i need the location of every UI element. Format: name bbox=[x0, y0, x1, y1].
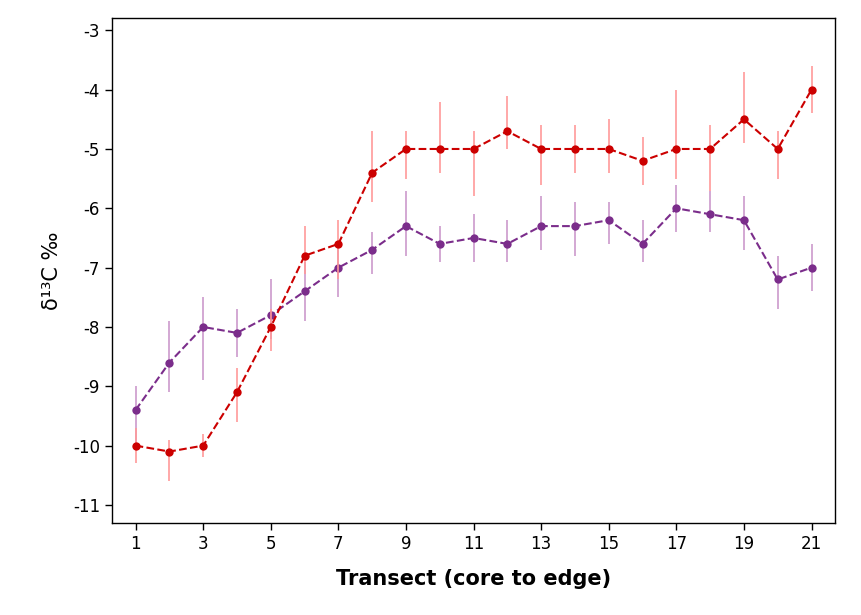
Y-axis label: δ¹³C ‰: δ¹³C ‰ bbox=[42, 231, 62, 310]
X-axis label: Transect (core to edge): Transect (core to edge) bbox=[336, 569, 611, 589]
